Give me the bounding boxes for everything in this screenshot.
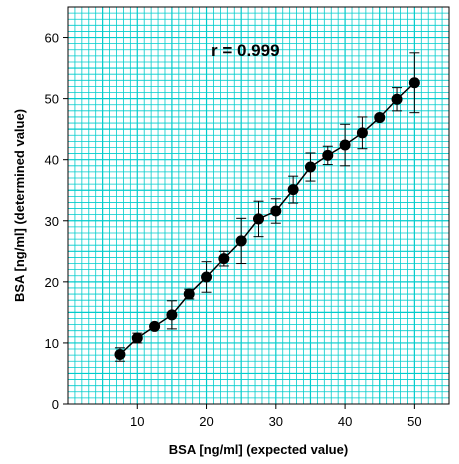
data-point <box>304 161 316 173</box>
y-tick-label: 40 <box>45 153 59 168</box>
data-point <box>166 309 178 321</box>
y-axis-label: BSA [ng/ml] (determined value) <box>12 109 27 302</box>
x-axis-label: BSA [ng/ml] (expected value) <box>169 442 348 457</box>
y-tick-labels: 0 10 20 30 40 50 60 <box>45 31 59 412</box>
correlation-annotation: r = 0.999 <box>211 41 280 60</box>
data-series <box>114 52 420 362</box>
y-tick-label: 10 <box>45 336 59 351</box>
data-point <box>270 205 282 217</box>
data-point <box>253 213 264 225</box>
data-point <box>374 112 386 124</box>
x-tick-labels: 10 20 30 40 50 <box>130 414 422 429</box>
data-point <box>149 320 161 332</box>
data-point <box>356 127 368 139</box>
y-tick-label: 60 <box>45 31 59 46</box>
data-point <box>287 184 299 196</box>
data-point <box>408 77 420 89</box>
axis-ticks <box>63 37 415 409</box>
data-point <box>322 149 334 161</box>
data-point <box>235 235 247 247</box>
data-point <box>131 332 143 344</box>
data-point <box>391 93 403 105</box>
x-tick-label: 50 <box>407 414 421 429</box>
x-tick-label: 30 <box>269 414 283 429</box>
data-point <box>339 139 351 151</box>
plot-frame <box>67 6 450 405</box>
data-point <box>183 288 195 300</box>
x-tick-label: 40 <box>338 414 352 429</box>
y-tick-label: 50 <box>45 92 59 107</box>
data-point <box>218 253 230 265</box>
y-tick-label: 30 <box>45 214 59 229</box>
x-tick-label: 10 <box>130 414 144 429</box>
data-point <box>201 271 213 283</box>
y-tick-label: 20 <box>45 275 59 290</box>
x-tick-label: 20 <box>199 414 213 429</box>
data-point <box>114 349 126 361</box>
y-tick-label: 0 <box>52 397 59 412</box>
